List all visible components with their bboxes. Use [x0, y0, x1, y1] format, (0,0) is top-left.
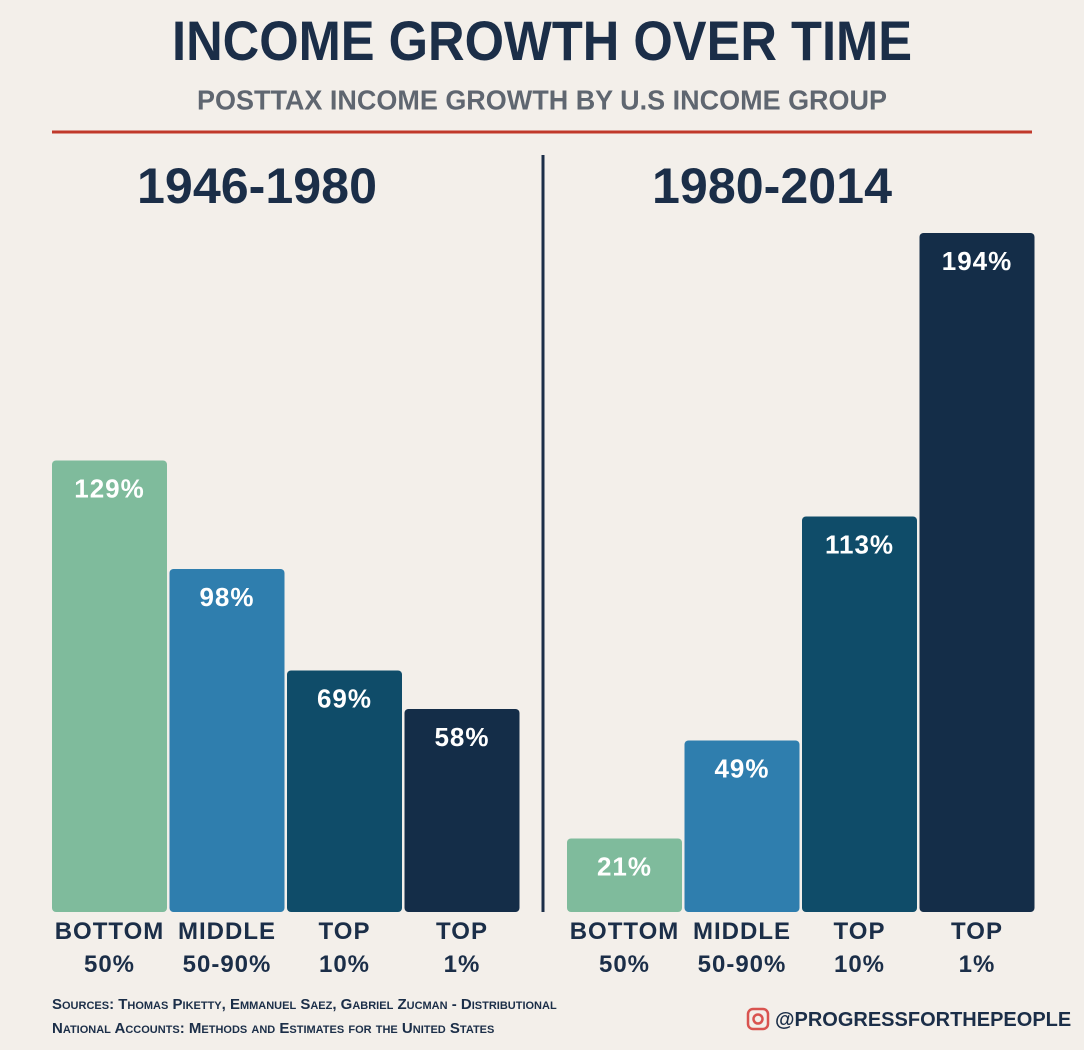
bar [169, 569, 285, 912]
instagram-icon [746, 1007, 770, 1031]
value-label: 194% [942, 246, 1013, 276]
bar [567, 838, 682, 912]
instagram-icon-lens [752, 1013, 764, 1025]
category-label: BOTTOM 50% [54, 918, 165, 978]
bar [802, 516, 917, 912]
category-label: TOP 1% [951, 918, 1003, 978]
value-label: 113% [825, 529, 894, 559]
value-label: 49% [714, 753, 769, 783]
category-label: MIDDLE 50-90% [178, 918, 276, 978]
subtitle: POSTTAX INCOME GROWTH BY U.S INCOME GROU… [197, 84, 887, 115]
category-label: BOTTOM 50% [569, 918, 680, 978]
category-label: TOP 10% [318, 918, 371, 978]
value-label: 69% [317, 683, 372, 713]
source-line: National Accounts: Methods and Estimates… [52, 1020, 495, 1037]
source-line: Sources: Thomas Piketty, Emmanuel Saez, … [52, 996, 557, 1013]
bar [684, 740, 800, 912]
category-label: MIDDLE 50-90% [693, 918, 791, 978]
value-label: 58% [434, 722, 489, 752]
value-label: 129% [74, 473, 145, 503]
bar [287, 670, 402, 912]
bar [919, 233, 1035, 912]
bar [52, 460, 167, 912]
value-label: 21% [597, 851, 652, 881]
panel-title: 1980-2014 [652, 158, 892, 214]
value-label: 98% [199, 582, 254, 612]
bar [404, 709, 520, 912]
category-label: TOP 10% [833, 918, 886, 978]
category-label: TOP 1% [436, 918, 488, 978]
title: INCOME GROWTH OVER TIME [172, 9, 912, 72]
panel-title: 1946-1980 [137, 158, 377, 214]
credit: @PROGRESSFORTHEPEOPLE [775, 1009, 1072, 1031]
